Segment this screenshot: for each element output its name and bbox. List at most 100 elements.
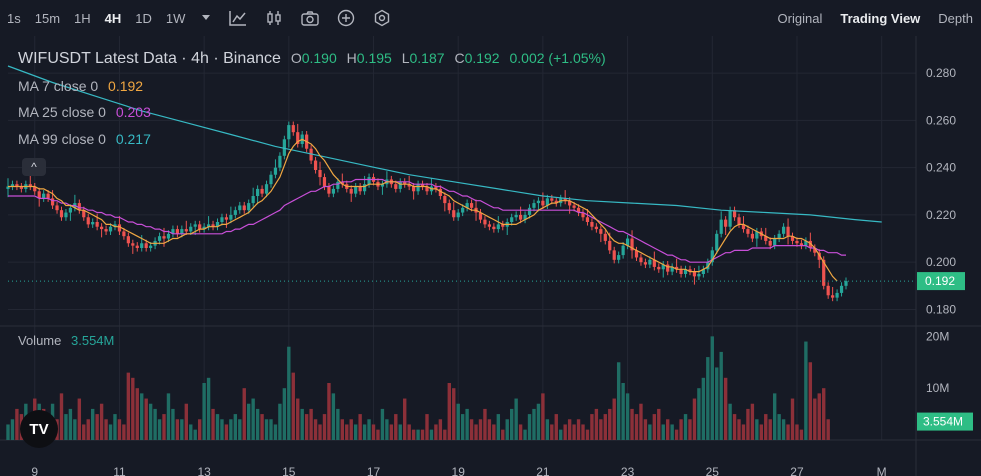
candle-body bbox=[180, 229, 184, 234]
settings-icon[interactable] bbox=[373, 9, 391, 27]
candle-body bbox=[603, 233, 607, 241]
camera-icon[interactable] bbox=[301, 10, 320, 26]
view-depth[interactable]: Depth bbox=[938, 10, 973, 26]
candle-body bbox=[617, 255, 621, 260]
close-label: C bbox=[454, 50, 465, 66]
volume-bar bbox=[541, 393, 545, 440]
volume-bar bbox=[247, 403, 251, 440]
candle-body bbox=[412, 186, 416, 192]
candle-body bbox=[42, 193, 46, 199]
volume-bar bbox=[367, 419, 371, 440]
candle-body bbox=[621, 245, 625, 256]
volume-bar bbox=[407, 424, 411, 440]
volume-bar bbox=[732, 414, 737, 440]
candle-body bbox=[211, 224, 215, 227]
candle-body bbox=[394, 184, 398, 189]
volume-bar bbox=[318, 424, 322, 440]
volume-bar bbox=[434, 424, 438, 440]
candle-body bbox=[175, 229, 179, 234]
candle-body bbox=[799, 243, 804, 246]
timeframe-1s[interactable]: 1s bbox=[7, 10, 21, 26]
candle-body bbox=[322, 177, 327, 187]
candle-body bbox=[657, 266, 661, 270]
volume-bar bbox=[799, 429, 804, 440]
timeframe-1d[interactable]: 1D bbox=[135, 10, 152, 26]
volume-bar bbox=[438, 419, 443, 440]
timeframe-4h[interactable]: 4H bbox=[104, 10, 122, 26]
date-tick-label: 25 bbox=[706, 465, 720, 476]
candle-body bbox=[198, 224, 202, 230]
candle-body bbox=[104, 229, 108, 232]
line-chart-icon[interactable] bbox=[229, 10, 247, 26]
candle-body bbox=[64, 212, 68, 218]
volume-bar bbox=[661, 424, 665, 440]
candle-body bbox=[545, 198, 549, 206]
volume-bar bbox=[144, 398, 148, 440]
timeframe-1h[interactable]: 1H bbox=[74, 10, 91, 26]
candle-body bbox=[750, 233, 754, 239]
tradingview-logo[interactable]: TV bbox=[20, 410, 58, 448]
view-trading-view[interactable]: Trading View bbox=[840, 10, 921, 26]
candle-body bbox=[33, 186, 37, 192]
plus-circle-icon[interactable] bbox=[337, 9, 355, 27]
volume-bar bbox=[634, 414, 639, 440]
high-label: H bbox=[346, 50, 357, 66]
volume-bar bbox=[701, 377, 706, 440]
candle-body bbox=[443, 196, 447, 204]
volume-bar bbox=[567, 419, 572, 440]
volume-bar bbox=[719, 351, 723, 440]
volume-bar bbox=[322, 414, 327, 440]
candles-icon[interactable] bbox=[265, 10, 283, 26]
volume-bar bbox=[826, 419, 830, 440]
candle-body bbox=[550, 198, 554, 201]
volume-bar bbox=[282, 388, 287, 440]
candle-body bbox=[117, 224, 122, 232]
open-label: O bbox=[290, 50, 302, 66]
volume-bar bbox=[336, 408, 340, 440]
volume-bar bbox=[741, 424, 746, 440]
candlestick-chart[interactable]: 0.280 0.260 0.240 0.220 0.200 0.180 0.192 20M 10… bbox=[0, 36, 981, 476]
volume-bar bbox=[175, 419, 180, 440]
volume-bar bbox=[153, 408, 157, 440]
candle-body bbox=[202, 226, 206, 230]
candle-body bbox=[554, 200, 558, 204]
volume-bar bbox=[113, 414, 117, 440]
candle-body bbox=[126, 236, 130, 244]
volume-bar bbox=[278, 403, 282, 440]
view-original[interactable]: Original bbox=[777, 10, 823, 26]
volume-bar bbox=[224, 424, 229, 440]
date-tick-label: 13 bbox=[197, 465, 211, 476]
candle-body bbox=[55, 205, 59, 211]
volume-bar bbox=[527, 414, 532, 440]
volume-bar bbox=[608, 408, 612, 440]
volume-bar bbox=[353, 424, 358, 440]
ma25-value: 0.203 bbox=[115, 104, 151, 120]
chevron-down-icon[interactable] bbox=[201, 14, 211, 22]
volume-bar bbox=[269, 419, 273, 440]
candle-body bbox=[256, 188, 260, 196]
volume-bar bbox=[723, 377, 728, 440]
candle-body bbox=[260, 188, 264, 194]
candle-body bbox=[229, 214, 233, 220]
volume-bar bbox=[599, 419, 603, 440]
candle-body bbox=[380, 184, 385, 187]
volume-bar bbox=[90, 408, 95, 440]
collapse-legend-button[interactable]: ^ bbox=[22, 158, 46, 176]
date-tick-label: M bbox=[877, 465, 887, 476]
candle-body bbox=[630, 238, 634, 251]
volume-bar bbox=[296, 398, 300, 440]
volume-bar bbox=[576, 419, 581, 440]
timeframe-15m[interactable]: 15m bbox=[34, 10, 61, 26]
volume-bar bbox=[652, 414, 657, 440]
candle-body bbox=[808, 240, 812, 248]
chart-toolbar: 1s 15m 1H 4H 1D 1W Original Trading View… bbox=[0, 0, 981, 36]
candle-body bbox=[247, 203, 251, 211]
open-value: 0.190 bbox=[301, 50, 337, 66]
timeframe-1w[interactable]: 1W bbox=[165, 10, 186, 26]
legend-ma25: MA 25 close 0 0.203 bbox=[18, 104, 151, 120]
date-tick-label: 19 bbox=[452, 465, 466, 476]
legend-ma7: MA 7 close 0 0.192 bbox=[18, 78, 143, 94]
volume-bar bbox=[487, 419, 492, 440]
candle-body bbox=[131, 243, 135, 246]
volume-bar bbox=[643, 419, 648, 440]
